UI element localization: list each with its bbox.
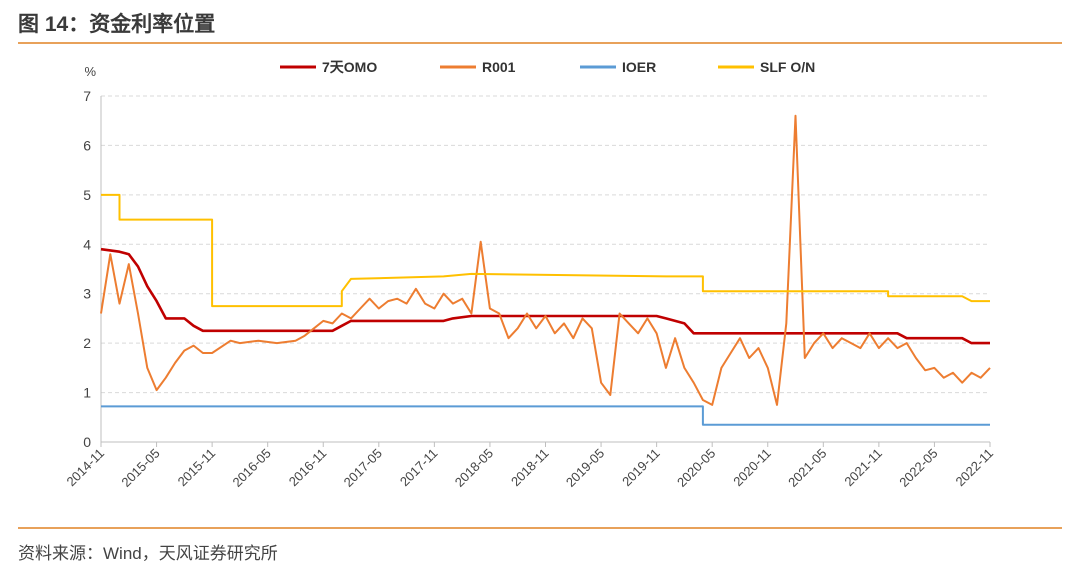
x-tick-label: 2020-11 — [730, 446, 774, 490]
x-tick-label: 2021-11 — [841, 446, 885, 490]
y-tick-label: 3 — [83, 286, 91, 302]
x-tick-label: 2022-05 — [896, 446, 940, 490]
y-tick-label: 4 — [83, 236, 91, 252]
series-line-3 — [101, 405, 990, 426]
x-tick-label: 2022-11 — [952, 446, 996, 490]
x-tick-label: 2021-05 — [785, 446, 829, 490]
legend-label: 7天OMO — [322, 59, 377, 75]
y-tick-label: 7 — [83, 88, 91, 104]
line-chart: 0 1 2 3 4 5 6 7% 2014-11 2015-05 2015-11 2016-05 201… — [63, 59, 996, 490]
x-tick-label: 2014-11 — [63, 446, 107, 490]
legend-label: SLF O/N — [760, 59, 815, 75]
series-line-1 — [100, 247, 990, 345]
x-tick-label: 2015-11 — [175, 446, 219, 490]
y-tick-label: 1 — [83, 385, 91, 401]
legend-label: R001 — [482, 59, 516, 75]
x-tick-label: 2016-05 — [229, 446, 273, 490]
y-tick-label: 6 — [83, 137, 91, 153]
x-tick-label: 2019-05 — [563, 446, 607, 490]
legend-label: IOER — [622, 59, 656, 75]
x-tick-label: 2018-11 — [508, 446, 552, 490]
x-tick-label: 2015-05 — [118, 446, 162, 490]
source-note: 资料来源：Wind，天风证券研究所 — [18, 544, 278, 563]
figure-title: 图 14：资金利率位置 — [18, 13, 216, 36]
x-tick-label: 2016-11 — [286, 446, 330, 490]
series-line-2 — [100, 114, 991, 406]
bottom-rule — [18, 527, 1062, 529]
x-tick-label: 2018-05 — [452, 446, 496, 490]
y-tick-label: 2 — [83, 335, 91, 351]
x-tick-label: 2020-05 — [674, 446, 718, 490]
top-rule — [18, 42, 1062, 44]
x-tick-label: 2017-05 — [341, 446, 385, 490]
x-tick-label: 2017-11 — [397, 446, 441, 490]
y-axis-label: % — [84, 64, 96, 79]
y-tick-label: 5 — [83, 187, 91, 203]
x-tick-label: 2019-11 — [619, 446, 663, 490]
series-line-4 — [101, 193, 990, 308]
y-tick-label: 0 — [83, 434, 91, 450]
